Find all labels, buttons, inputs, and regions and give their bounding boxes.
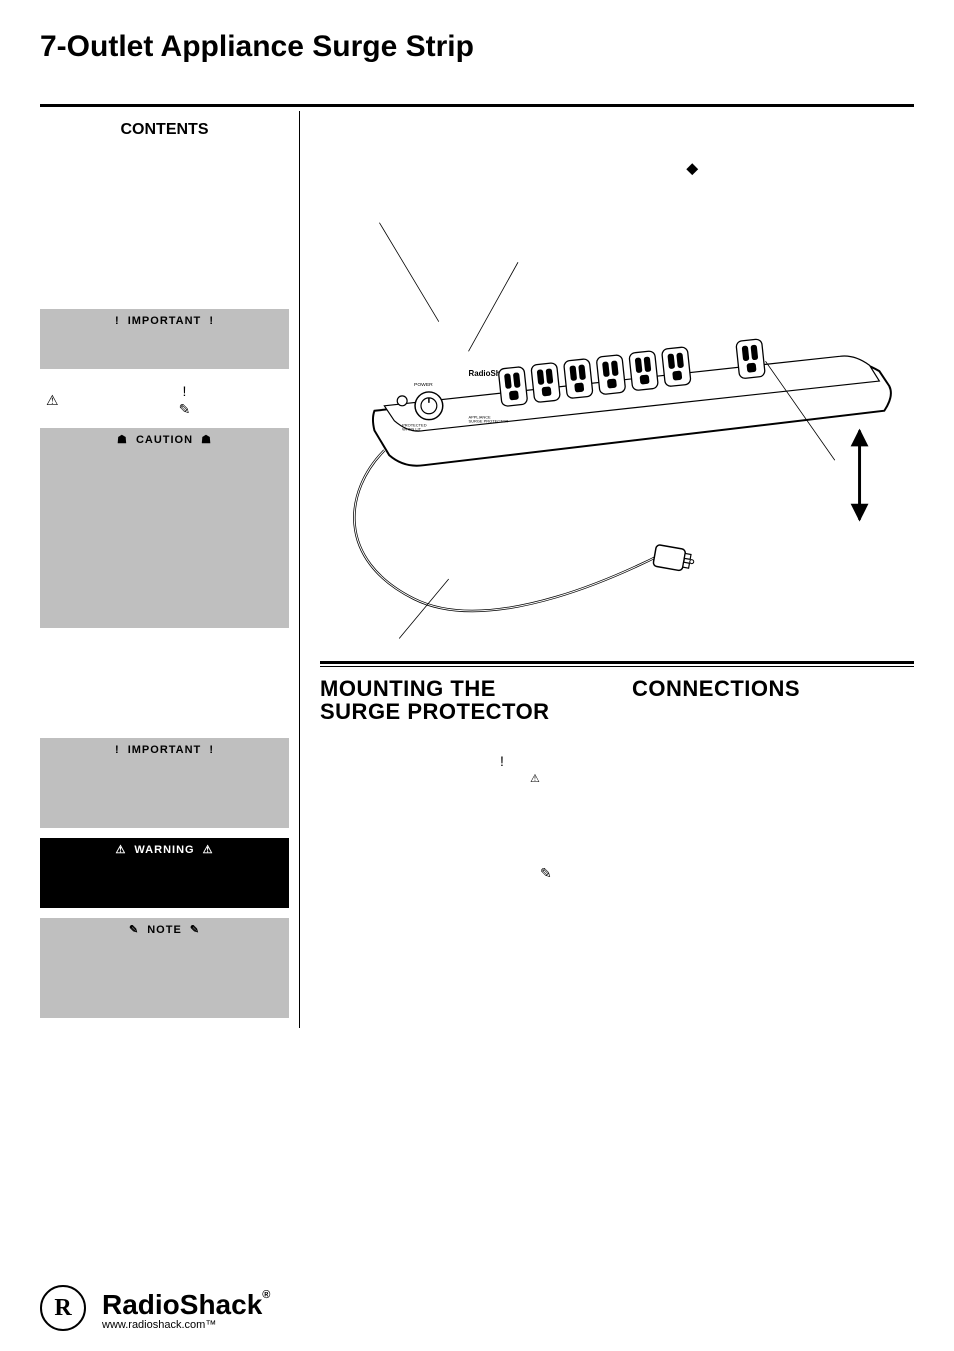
callout-title: ! IMPORTANT ! xyxy=(48,315,281,328)
callout-label: IMPORTANT xyxy=(128,315,202,327)
power-label: POWER xyxy=(414,382,433,388)
callout-label: IMPORTANT xyxy=(128,744,202,756)
brand-name: RadioShack® xyxy=(102,1289,270,1321)
caution-icon: ☗ xyxy=(117,434,128,446)
svg-text:SURGE PROTECTOR: SURGE PROTECTOR xyxy=(469,419,509,424)
rule-thick xyxy=(40,104,914,107)
callout-important-2: ! IMPORTANT ! xyxy=(40,738,289,828)
pencil-icon: ✎ xyxy=(190,924,200,936)
brand-block: RadioShack® www.radioshack.com™ xyxy=(102,1289,270,1331)
bang-icon: ! xyxy=(209,744,214,756)
exclaim-icon: ! xyxy=(182,383,186,399)
sidebar: CONTENTS ! IMPORTANT ! ⚠ ! ✎ xyxy=(40,111,300,1028)
callout-label: NOTE xyxy=(147,924,182,936)
bang-icon: ! xyxy=(115,744,120,756)
mid-rule xyxy=(320,661,914,667)
mounting-heading: MOUNTING THESURGE PROTECTOR xyxy=(320,677,602,723)
surge-strip-svg: RadioShack POWER PROTECTED WHEN LIT APPL… xyxy=(320,121,914,651)
callout-label: CAUTION xyxy=(136,434,193,446)
exclaim-icon: ! xyxy=(500,753,504,769)
main-lower-columns: MOUNTING THESURGE PROTECTOR ! ⚠ ✎ CONNEC… xyxy=(320,677,914,922)
page: 7-Outlet Appliance Surge Strip CONTENTS … xyxy=(0,0,954,1351)
warning-triangle-icon: ⚠ xyxy=(46,392,59,409)
footer: R RadioShack® www.radioshack.com™ xyxy=(40,1285,270,1331)
inline-icon-row: ! ⚠ ✎ xyxy=(320,753,602,882)
connections-heading: CONNECTIONS xyxy=(632,677,914,700)
brand-logo-icon: R xyxy=(40,1285,86,1331)
columns: CONTENTS ! IMPORTANT ! ⚠ ! ✎ xyxy=(40,111,914,1028)
caution-icon: ☗ xyxy=(201,434,212,446)
callout-title: ! IMPORTANT ! xyxy=(48,744,281,757)
mounting-column: MOUNTING THESURGE PROTECTOR ! ⚠ ✎ xyxy=(320,677,602,922)
warning-triangle-icon: ⚠ xyxy=(203,844,214,856)
callout-label: WARNING xyxy=(134,844,194,856)
warning-triangle-icon: ⚠ xyxy=(115,844,126,856)
callout-caution: ☗ CAUTION ☗ xyxy=(40,428,289,628)
svg-text:WHEN LIT: WHEN LIT xyxy=(402,427,421,432)
callout-title: ⚠ WARNING ⚠ xyxy=(48,844,281,857)
document-title: 7-Outlet Appliance Surge Strip xyxy=(40,30,914,64)
callout-warning: ⚠ WARNING ⚠ xyxy=(40,838,289,908)
callout-title: ✎ NOTE ✎ xyxy=(48,924,281,937)
product-illustration: RadioShack POWER PROTECTED WHEN LIT APPL… xyxy=(320,121,914,651)
pencil-icon: ✎ xyxy=(540,865,552,881)
callout-note: ✎ NOTE ✎ xyxy=(40,918,289,1018)
callout-title: ☗ CAUTION ☗ xyxy=(48,434,281,447)
icon-key-row: ⚠ ! ✎ xyxy=(40,379,289,422)
pencil-icon: ✎ xyxy=(179,401,191,418)
pencil-icon: ✎ xyxy=(129,924,139,936)
callout-important-1: ! IMPORTANT ! xyxy=(40,309,289,369)
bang-icon: ! xyxy=(209,315,214,327)
main-content: RadioShack POWER PROTECTED WHEN LIT APPL… xyxy=(300,111,914,1028)
bang-icon: ! xyxy=(115,315,120,327)
warning-triangle-icon: ⚠ xyxy=(530,773,540,785)
contents-heading: CONTENTS xyxy=(40,121,289,139)
connections-column: CONNECTIONS xyxy=(632,677,914,922)
